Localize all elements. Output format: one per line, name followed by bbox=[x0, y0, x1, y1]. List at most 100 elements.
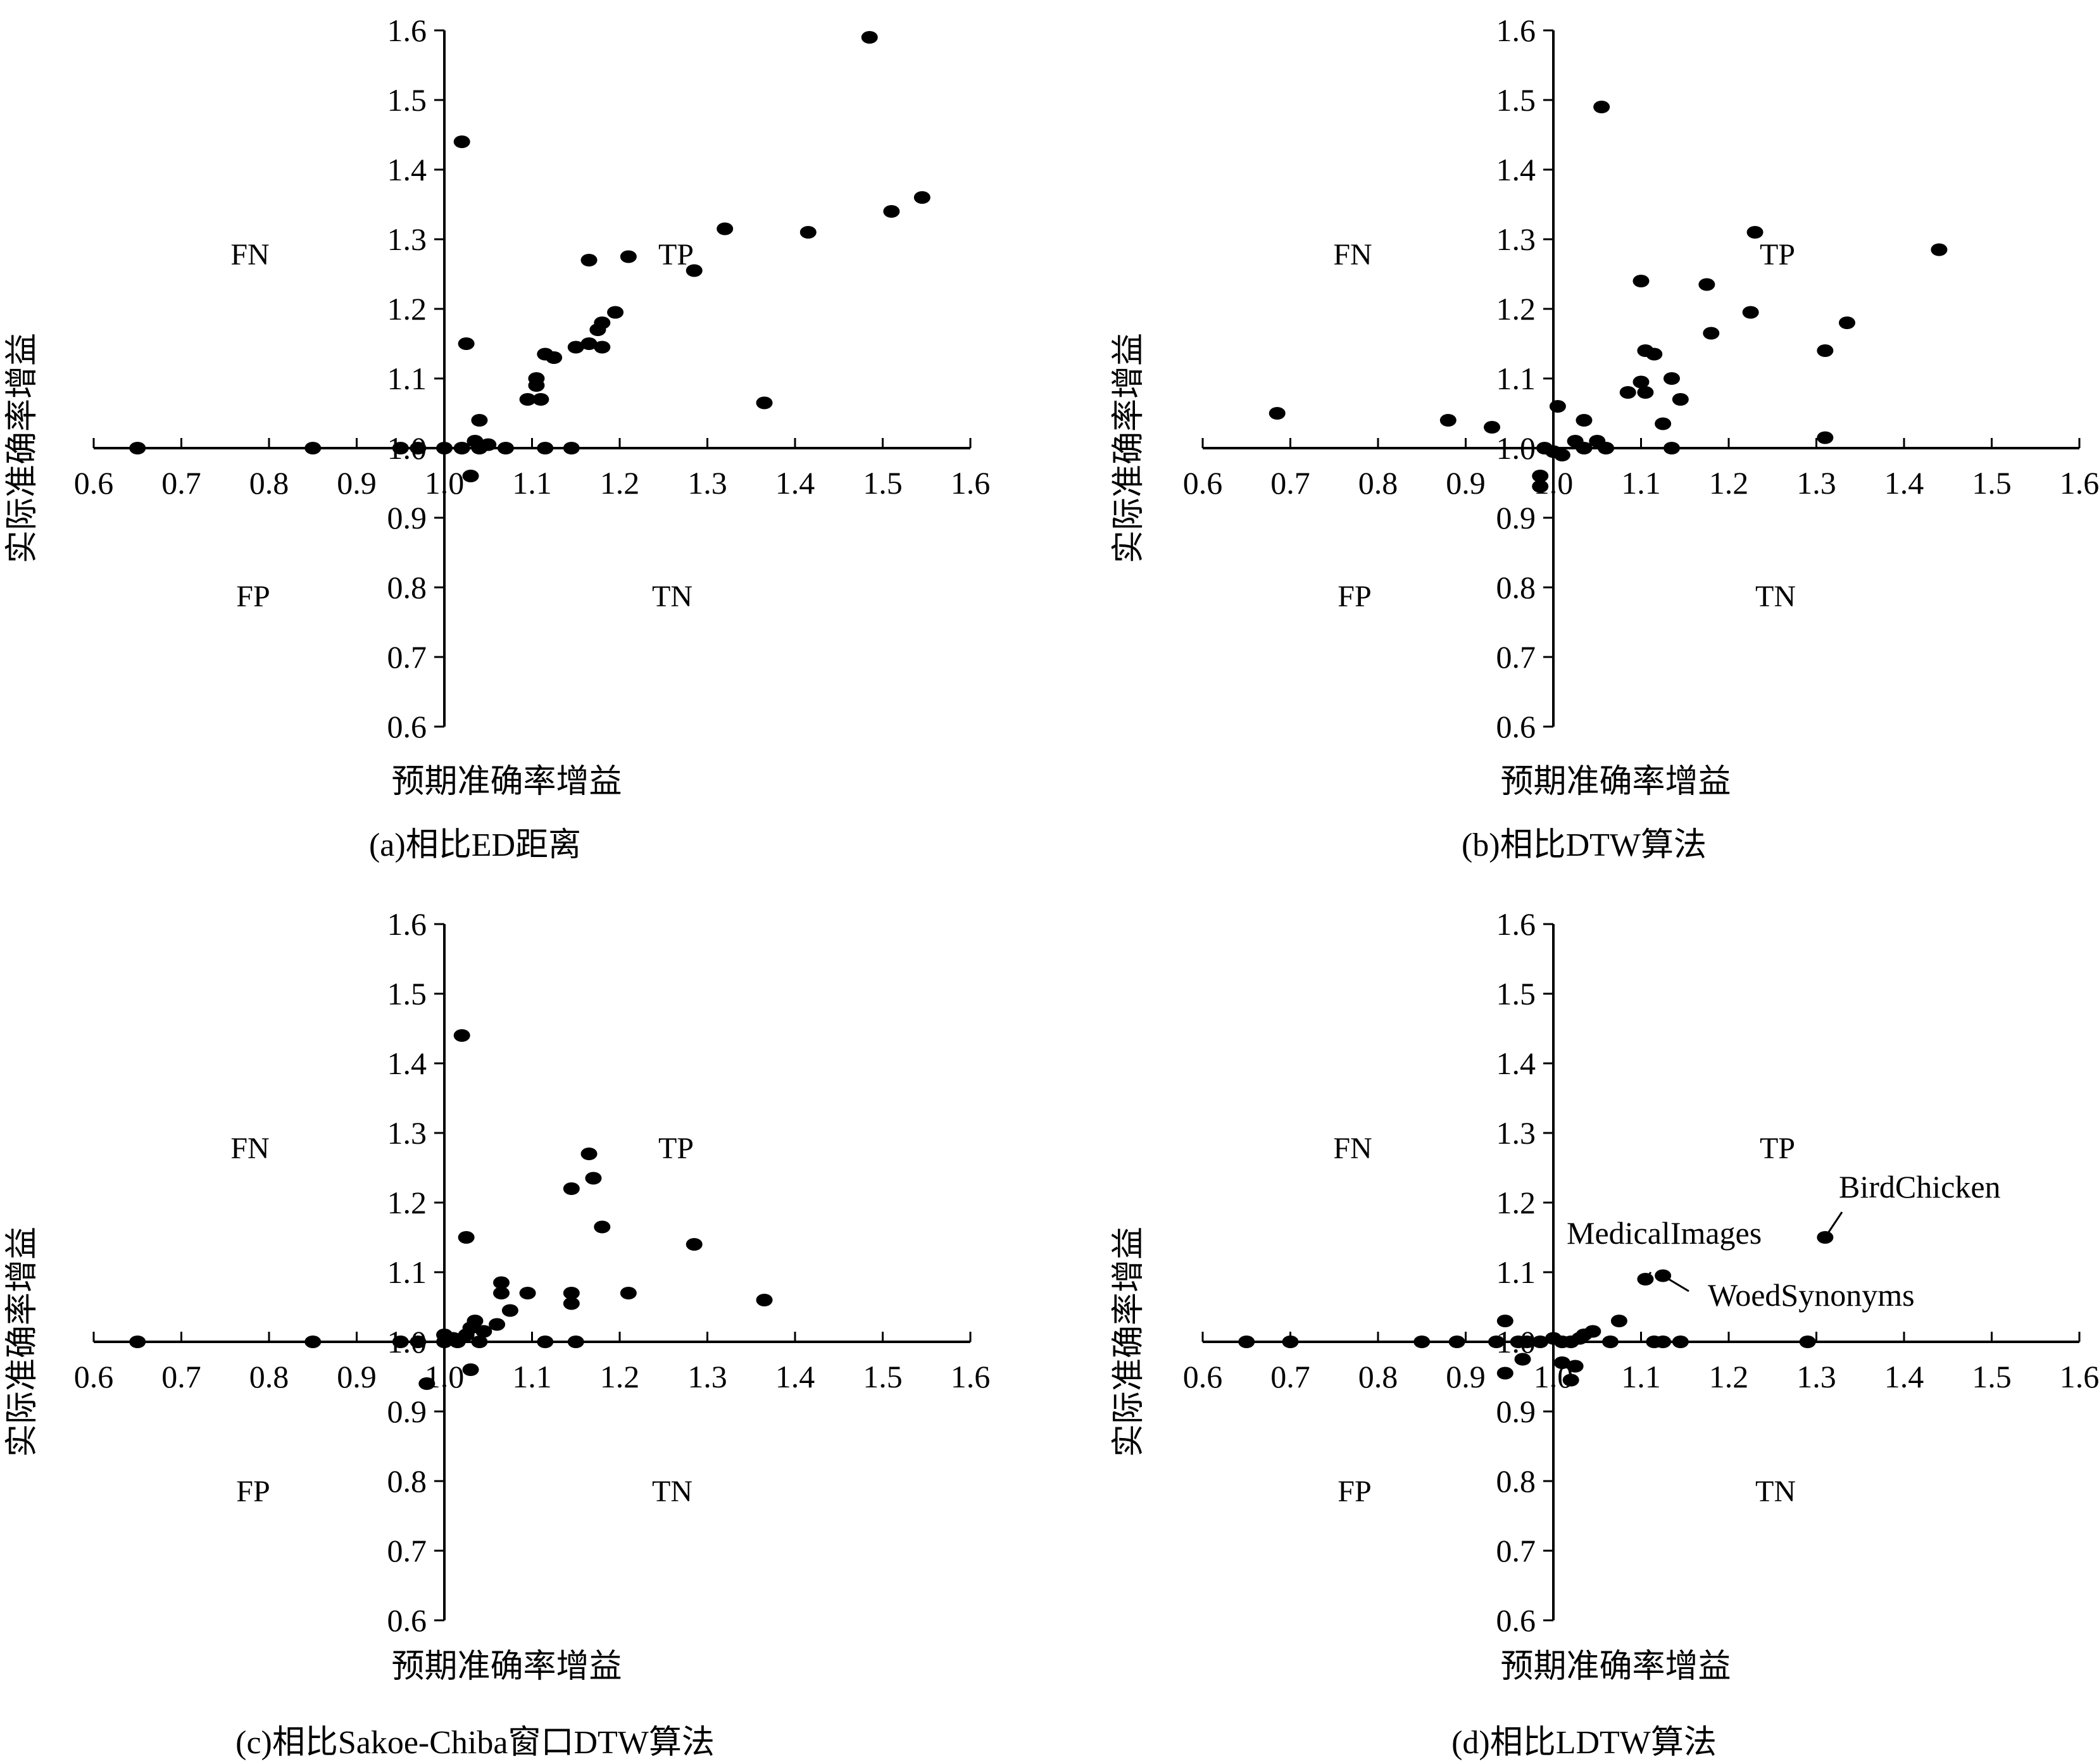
y-tick-label: 1.3 bbox=[387, 222, 427, 257]
x-tick-label: 1.1 bbox=[512, 1359, 552, 1394]
x-tick-label: 0.8 bbox=[249, 465, 289, 501]
x-tick-label: 1.6 bbox=[951, 1359, 991, 1394]
data-point bbox=[497, 442, 514, 454]
y-tick-label: 1.1 bbox=[1496, 361, 1536, 396]
y-tick-label: 1.4 bbox=[387, 1046, 427, 1081]
data-point bbox=[1602, 1336, 1619, 1348]
data-point bbox=[686, 264, 703, 277]
y-tick-label: 0.8 bbox=[1496, 1463, 1536, 1499]
data-point bbox=[1532, 470, 1549, 482]
data-point bbox=[1817, 1231, 1834, 1244]
y-tick-label: 0.7 bbox=[387, 639, 427, 675]
x-tick-label: 0.7 bbox=[1270, 1359, 1310, 1394]
data-point bbox=[304, 1336, 322, 1348]
data-point bbox=[1562, 1373, 1579, 1387]
data-point bbox=[436, 442, 453, 454]
y-tick-label: 1.5 bbox=[1496, 82, 1536, 118]
data-point bbox=[1931, 243, 1948, 256]
data-point bbox=[1632, 375, 1650, 389]
data-point bbox=[453, 135, 470, 148]
data-point bbox=[1488, 1336, 1505, 1348]
x-tick-label: 1.2 bbox=[600, 465, 640, 501]
y-axis-title: 实际准确率增益 bbox=[4, 1227, 41, 1457]
data-point bbox=[1496, 1315, 1513, 1327]
data-point bbox=[1282, 1336, 1299, 1348]
x-tick-label: 0.6 bbox=[74, 1359, 114, 1394]
data-point bbox=[1553, 1356, 1570, 1369]
x-tick-label: 1.3 bbox=[1796, 1359, 1836, 1394]
x-axis-title: 预期准确率增益 bbox=[391, 1649, 622, 1685]
data-point bbox=[410, 1336, 427, 1348]
x-tick-label: 1.4 bbox=[1884, 465, 1924, 501]
data-point bbox=[1838, 316, 1855, 329]
quadrant-label-tn: TN bbox=[1755, 1475, 1796, 1508]
quadrant-label-tp: TP bbox=[1760, 238, 1795, 272]
data-point bbox=[883, 205, 900, 218]
data-point bbox=[1610, 1315, 1627, 1327]
y-tick-label: 1.6 bbox=[1496, 906, 1536, 942]
quadrant-label-tp: TP bbox=[658, 238, 694, 272]
x-tick-label: 1.2 bbox=[1709, 465, 1749, 501]
x-tick-label: 1.4 bbox=[1884, 1359, 1924, 1394]
data-point bbox=[493, 1287, 510, 1299]
data-point bbox=[1519, 1336, 1536, 1348]
x-tick-label: 0.7 bbox=[161, 1359, 201, 1394]
y-tick-label: 1.6 bbox=[387, 906, 427, 942]
data-point bbox=[756, 1294, 773, 1306]
annotation-label: WoedSynonyms bbox=[1708, 1277, 1915, 1313]
x-tick-label: 1.4 bbox=[775, 1359, 815, 1394]
data-point bbox=[620, 1287, 637, 1299]
data-point bbox=[1663, 442, 1680, 454]
data-point bbox=[1598, 442, 1615, 454]
data-point bbox=[519, 393, 536, 406]
x-tick-label: 0.7 bbox=[161, 465, 201, 501]
data-point bbox=[475, 1325, 492, 1338]
data-point bbox=[458, 337, 475, 350]
data-point bbox=[567, 341, 584, 354]
y-tick-label: 1.5 bbox=[387, 82, 427, 118]
y-tick-label: 0.7 bbox=[1496, 639, 1536, 675]
quadrant-label-fn: FN bbox=[1333, 238, 1372, 272]
data-point bbox=[756, 396, 773, 410]
data-point bbox=[537, 442, 554, 454]
data-point bbox=[1553, 449, 1570, 461]
data-point bbox=[1646, 347, 1663, 361]
y-tick-label: 1.2 bbox=[1496, 291, 1536, 327]
data-point bbox=[1672, 1336, 1689, 1348]
data-point bbox=[563, 1182, 580, 1195]
y-tick-label: 0.8 bbox=[387, 1463, 427, 1499]
x-tick-label: 0.9 bbox=[337, 1359, 377, 1394]
data-point bbox=[392, 1336, 409, 1348]
y-tick-label: 1.4 bbox=[1496, 152, 1536, 187]
data-point bbox=[1532, 1336, 1549, 1348]
y-tick-label: 1.3 bbox=[387, 1115, 427, 1151]
quadrant-label-fp: FP bbox=[1338, 1475, 1371, 1508]
data-point bbox=[1703, 327, 1720, 340]
y-tick-label: 1.4 bbox=[387, 152, 427, 187]
data-point bbox=[1619, 386, 1636, 399]
data-point bbox=[129, 442, 146, 454]
data-point bbox=[594, 341, 611, 354]
y-tick-label: 0.7 bbox=[1496, 1533, 1536, 1568]
data-point bbox=[1593, 101, 1610, 113]
quadrant-label-fp: FP bbox=[236, 1475, 270, 1508]
data-point bbox=[580, 254, 598, 266]
y-tick-label: 0.6 bbox=[387, 1603, 427, 1638]
data-point bbox=[1549, 400, 1566, 413]
data-point bbox=[1632, 275, 1650, 287]
data-point bbox=[580, 1148, 598, 1160]
y-tick-label: 0.6 bbox=[1496, 1603, 1536, 1638]
data-point bbox=[1484, 421, 1501, 434]
data-point bbox=[1817, 431, 1834, 444]
data-point bbox=[1698, 278, 1715, 291]
data-point bbox=[471, 414, 488, 427]
x-tick-label: 0.9 bbox=[1446, 1359, 1486, 1394]
y-tick-label: 1.5 bbox=[1496, 976, 1536, 1011]
data-point bbox=[913, 191, 930, 204]
data-point bbox=[594, 1220, 611, 1234]
data-point bbox=[1637, 1273, 1654, 1285]
data-point bbox=[462, 1363, 479, 1376]
y-tick-label: 1.2 bbox=[387, 1185, 427, 1220]
chart-caption: (d)相比LDTW算法 bbox=[1451, 1725, 1717, 1761]
x-tick-label: 0.6 bbox=[74, 465, 114, 501]
